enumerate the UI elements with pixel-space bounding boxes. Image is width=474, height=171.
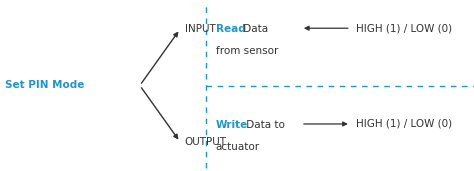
Text: Data to: Data to — [243, 120, 284, 130]
Text: INPUT: INPUT — [185, 24, 216, 34]
Text: Write: Write — [216, 120, 248, 130]
Text: OUTPUT: OUTPUT — [185, 137, 227, 147]
Text: actuator: actuator — [216, 142, 260, 152]
Text: HIGH (1) / LOW (0): HIGH (1) / LOW (0) — [356, 23, 453, 33]
Text: Read: Read — [216, 24, 246, 34]
Text: Set PIN Mode: Set PIN Mode — [5, 81, 84, 90]
Text: from sensor: from sensor — [216, 47, 278, 56]
Text: HIGH (1) / LOW (0): HIGH (1) / LOW (0) — [356, 119, 453, 129]
Text: Data: Data — [240, 24, 268, 34]
